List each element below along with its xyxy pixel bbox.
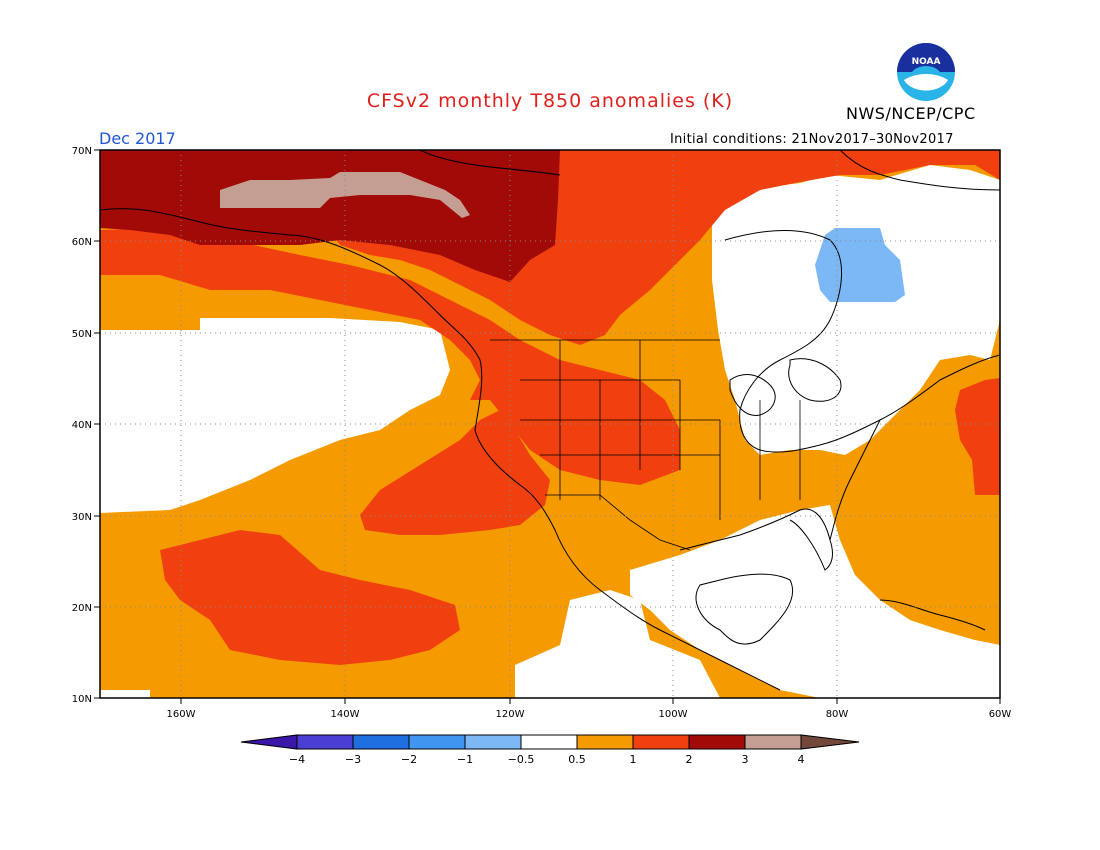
lon-label: 160W bbox=[167, 709, 196, 720]
lat-label: 30N bbox=[72, 512, 92, 523]
political-borders bbox=[490, 339, 801, 551]
colorbar-swatch bbox=[408, 734, 466, 750]
colorbar-swatch bbox=[744, 734, 802, 750]
neutral-region-pacific bbox=[100, 318, 450, 513]
initial-conditions: Initial conditions: 21Nov2017–30Nov2017 bbox=[670, 132, 954, 147]
lon-label: 100W bbox=[659, 709, 688, 720]
colorbar-swatch bbox=[576, 734, 634, 750]
svg-text:NOAA: NOAA bbox=[912, 57, 941, 67]
lon-label: 120W bbox=[496, 709, 525, 720]
lat-label: 60N bbox=[72, 237, 92, 248]
colorbar-tick: 2 bbox=[686, 753, 693, 766]
colorbar-tick: 3 bbox=[742, 753, 749, 766]
lat-ticks bbox=[94, 149, 100, 699]
colorbar-tick: −0.5 bbox=[508, 753, 535, 766]
warm-region-atlantic bbox=[955, 378, 1000, 495]
neutral-region-east bbox=[712, 165, 1000, 455]
coastlines bbox=[100, 150, 1000, 691]
colorbar-tick: −3 bbox=[345, 753, 361, 766]
colorbar-tick: −2 bbox=[401, 753, 417, 766]
forecast-month: Dec 2017 bbox=[99, 129, 176, 148]
strong-warm-region bbox=[100, 150, 560, 282]
colorbar-tick: −4 bbox=[289, 753, 305, 766]
warm-region-west-coast bbox=[360, 410, 550, 535]
noaa-logo: NOAA bbox=[897, 43, 955, 101]
colorbar-tick: −1 bbox=[457, 753, 473, 766]
negative-anomaly-patch bbox=[815, 228, 905, 302]
lat-label: 50N bbox=[72, 329, 92, 340]
colorbar-swatch bbox=[296, 734, 354, 750]
colorbar-swatch bbox=[240, 734, 298, 750]
colorbar-tick: 4 bbox=[798, 753, 805, 766]
colorbar-swatch bbox=[632, 734, 690, 750]
lon-label: 60W bbox=[989, 709, 1012, 720]
agency-label: NWS/NCEP/CPC bbox=[846, 104, 976, 123]
lon-label: 140W bbox=[331, 709, 360, 720]
colorbar-swatch bbox=[520, 734, 578, 750]
neutral-region-gulf bbox=[630, 505, 1000, 698]
warm-region-north bbox=[100, 150, 1000, 485]
warm-region-subtropical bbox=[160, 530, 460, 665]
map-title: CFSv2 monthly T850 anomalies (K) bbox=[366, 90, 734, 112]
lat-label: 70N bbox=[72, 146, 92, 157]
colorbar-tick: 0.5 bbox=[568, 753, 586, 766]
lon-label: 80W bbox=[826, 709, 849, 720]
colorbar-swatch bbox=[800, 734, 860, 750]
graticule bbox=[100, 150, 1000, 698]
colorbar-swatch bbox=[352, 734, 410, 750]
lon-ticks bbox=[180, 698, 1001, 704]
colorbar-tick: 1 bbox=[630, 753, 637, 766]
colorbar-swatch bbox=[464, 734, 522, 750]
colorbar bbox=[240, 734, 860, 750]
colorbar-swatch bbox=[688, 734, 746, 750]
neutral-region-south bbox=[515, 590, 720, 698]
lat-label: 40N bbox=[72, 420, 92, 431]
lat-label: 10N bbox=[72, 694, 92, 705]
lat-label: 20N bbox=[72, 603, 92, 614]
